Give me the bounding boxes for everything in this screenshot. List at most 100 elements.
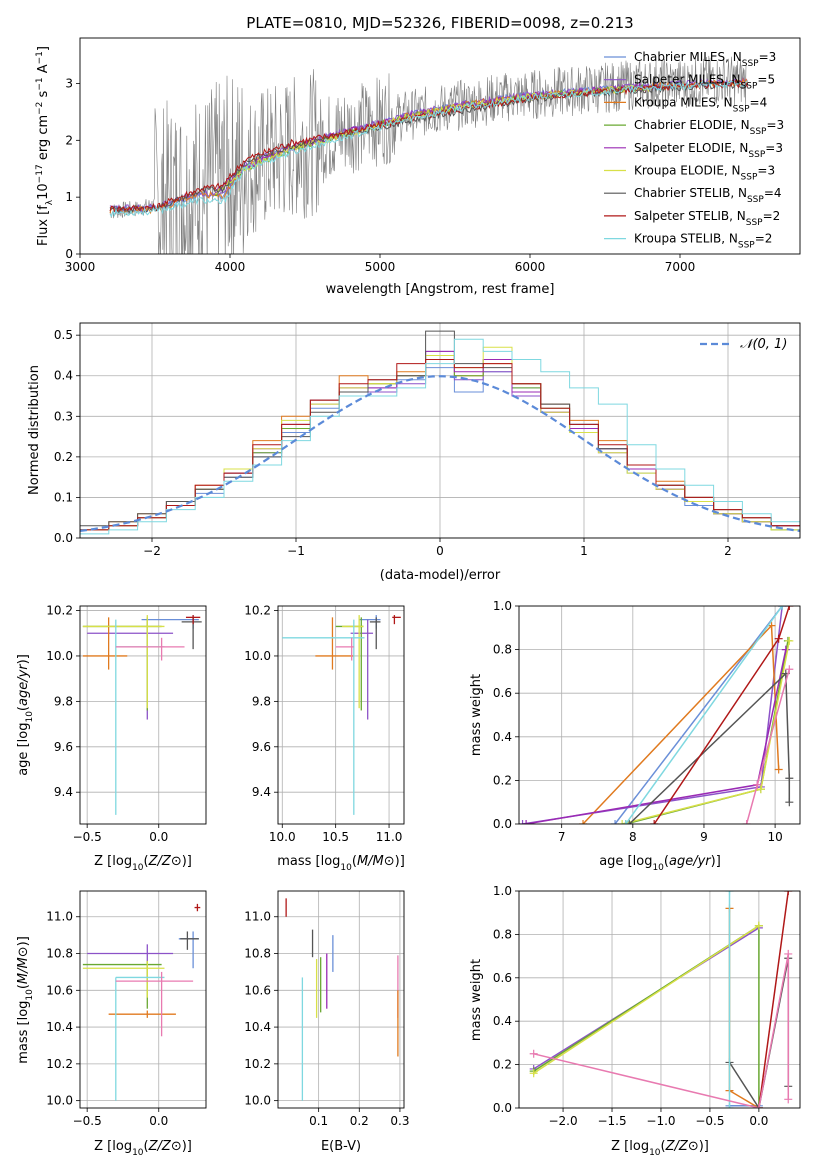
- z-weight-ytick-label: 0.8: [493, 927, 512, 941]
- legend-entry: Chabrier MILES, NSSP=3: [634, 50, 776, 69]
- mass-age-xlabel-part: 10: [340, 863, 352, 873]
- weight-marker: [529, 1069, 538, 1078]
- legend-entry-part: Kroupa STELIB, N: [634, 232, 738, 246]
- weight-line: [614, 606, 783, 824]
- residuals-ylabel: Normed distribution: [27, 365, 42, 495]
- legend-entry-part: SSP: [746, 218, 763, 228]
- weight-marker: [650, 820, 659, 824]
- weight-marker: [725, 891, 734, 895]
- legend-entry-part: Chabrier ELODIE, N: [634, 118, 750, 132]
- ebv-mass-frame: [277, 890, 405, 1109]
- weight-line: [628, 671, 791, 824]
- legend-entry-part: =5: [757, 73, 775, 87]
- weight-line: [533, 953, 790, 1108]
- mass-age-xlabel-part: ⊙)]: [384, 854, 405, 869]
- z-age-ylabel-part: age [log: [16, 723, 31, 776]
- z-age-xlabel-part: Z/Z: [148, 854, 172, 869]
- weight-marker: [579, 820, 588, 824]
- z-mass-ylabel-part: ⊙)]: [16, 936, 31, 957]
- ebv-mass-plot-area: [278, 891, 404, 1108]
- age-weight-xtick-label: 10: [767, 830, 782, 844]
- z-weight-ytick-label: 0.2: [493, 1058, 512, 1072]
- weight-marker: [785, 774, 794, 783]
- age-weight-plot-area: [519, 606, 800, 824]
- data-spectrum-line: [109, 55, 747, 254]
- spectrum-ylabel-part: A: [36, 64, 51, 77]
- spectrum-ylabel-part: −1: [35, 51, 45, 64]
- error-bar-point: [82, 615, 165, 709]
- residuals-panel: −2 −1 0 1 2 0.0 0.1 0.2 0.3 0.4 0.5 (data-model)/er…: [27, 322, 801, 583]
- error-bar-point: [82, 617, 128, 670]
- age-weight-xlabel-part: )]: [711, 854, 721, 869]
- z-mass-ytick-label: 10.8: [46, 947, 73, 961]
- age-weight-ytick-label: 0.6: [493, 686, 512, 700]
- z-mass-ytick-label: 10.6: [46, 983, 73, 997]
- z-age-panel: −0.5 0.09.49.69.810.010.2Z [log10(Z/Z⊙)]a…: [16, 604, 207, 873]
- ebv-mass-ytick-label: 10.2: [244, 1057, 271, 1071]
- weight-line: [625, 606, 783, 824]
- weight-marker: [781, 645, 790, 654]
- weight-marker: [754, 921, 763, 930]
- mass-age-xtick-label: 10.0: [269, 830, 296, 844]
- legend-entry-part: SSP: [733, 104, 750, 114]
- z-weight-xtick-label: −0.5: [695, 1114, 724, 1128]
- residuals-xtick-label: −1: [287, 544, 305, 558]
- mass-age-xlabel: mass [log10(M/M⊙)]: [277, 854, 405, 873]
- weight-marker: [785, 636, 794, 645]
- z-weight-xlabel-part: ⊙)]: [688, 1139, 709, 1154]
- weight-line: [622, 640, 791, 824]
- model-spectrum-line: [109, 80, 748, 218]
- mass-age-ytick-label: 10.0: [244, 649, 271, 663]
- ebv-mass-xlabel: E(B-V): [321, 1139, 361, 1154]
- residuals-xtick-label: −2: [143, 544, 161, 558]
- z-weight-plot-area: [519, 891, 800, 1108]
- legend-entry-part: Salpeter STELIB, N: [634, 209, 746, 223]
- residuals-ytick-label: 0.1: [54, 490, 73, 504]
- z-weight-xlabel-part: (: [661, 1139, 666, 1154]
- z-weight-panel: −2.0 −1.5 −1.0 −0.5 0.0 0.0 0.2 0.4 0.6 0.8 1.0 Z […: [469, 884, 801, 1158]
- weight-marker: [784, 949, 793, 958]
- error-bar-point: [181, 617, 202, 650]
- z-mass-xlabel-part: Z [log: [94, 1139, 132, 1154]
- legend-entry: Chabrier STELIB, NSSP=4: [634, 186, 782, 205]
- residuals-ytick-label: 0.5: [54, 328, 73, 342]
- mass-age-xlabel-part: (: [352, 854, 357, 869]
- spectrum-xtick-label: 7000: [665, 260, 696, 274]
- residuals-xtick-label: 2: [724, 544, 732, 558]
- legend-entry-part: =3: [757, 164, 775, 178]
- z-age-ylabel-part: 10: [25, 711, 35, 723]
- ebv-mass-ytick-label: 11.0: [244, 910, 271, 924]
- z-age-ytick-label: 9.4: [54, 785, 73, 799]
- legend-entry-part: SSP: [742, 59, 759, 69]
- weight-marker: [785, 798, 794, 807]
- z-weight-ytick-label: 0.4: [493, 1014, 512, 1028]
- residuals-ytick-label: 0.3: [54, 409, 73, 423]
- spectrum-ylabel-part: ]: [36, 46, 51, 51]
- error-bar-point: [115, 976, 165, 1101]
- error-bar-point: [108, 1010, 176, 1018]
- mass-age-ytick-label: 9.6: [252, 740, 271, 754]
- error-bar-point: [180, 931, 199, 950]
- weight-marker: [522, 820, 531, 824]
- legend-entry: Kroupa STELIB, NSSP=2: [634, 232, 772, 251]
- legend-entry-part: SSP: [748, 150, 765, 160]
- spectrum-xtick-label: 5000: [365, 260, 396, 274]
- error-bar-point: [185, 615, 201, 625]
- mass-age-xlabel-part: M/M: [357, 854, 384, 869]
- error-bar-point: [115, 619, 165, 815]
- z-age-xtick-label: 0.0: [149, 830, 168, 844]
- weight-marker: [753, 780, 762, 789]
- mass-age-plot-area: [278, 606, 404, 824]
- model-spectrum-line: [109, 80, 748, 215]
- age-weight-ytick-label: 0.0: [493, 817, 512, 831]
- z-age-ytick-label: 10.0: [46, 649, 73, 663]
- residuals-frame: [79, 322, 801, 539]
- z-weight-ytick-label: 1.0: [493, 884, 512, 898]
- legend-entry-part: =4: [750, 95, 768, 109]
- spectrum-ylabel: Flux [fλ10−17 erg cm−2 s−1 A−1]: [35, 46, 55, 246]
- legend-entry-part: =3: [759, 50, 777, 64]
- spectrum-xtick-label: 6000: [515, 260, 546, 274]
- spectrum-ytick-label: 2: [65, 133, 73, 147]
- mass-age-ytick-label: 9.8: [252, 694, 271, 708]
- spectrum-ylabel-part: 10: [36, 183, 51, 200]
